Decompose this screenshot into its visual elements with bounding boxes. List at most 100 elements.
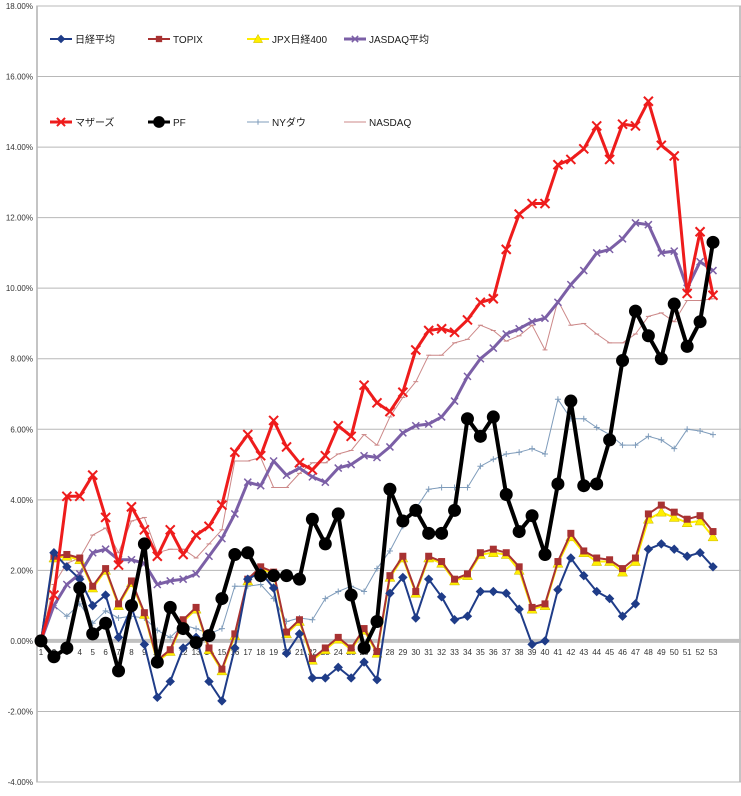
x-tick-label: 52 bbox=[696, 648, 705, 657]
data-point bbox=[230, 509, 239, 518]
data-point bbox=[616, 353, 630, 367]
data-point bbox=[112, 664, 126, 678]
data-point bbox=[526, 198, 538, 209]
data-point bbox=[513, 208, 525, 220]
data-point bbox=[229, 446, 241, 458]
data-point bbox=[410, 344, 421, 356]
data-point bbox=[73, 581, 87, 595]
legend-item: マザーズ bbox=[50, 116, 115, 129]
data-point bbox=[411, 421, 420, 430]
data-point bbox=[115, 600, 123, 608]
data-point bbox=[604, 154, 615, 165]
data-point bbox=[153, 580, 162, 589]
data-point bbox=[308, 655, 316, 663]
series-7 bbox=[38, 396, 716, 644]
series-6 bbox=[34, 235, 720, 678]
data-point bbox=[189, 636, 203, 650]
data-point bbox=[490, 456, 497, 463]
data-point bbox=[335, 588, 342, 595]
y-tick-label: 4.00% bbox=[10, 496, 33, 505]
data-point bbox=[670, 247, 679, 256]
data-point bbox=[591, 120, 602, 132]
data-point bbox=[268, 583, 279, 593]
data-point bbox=[242, 429, 253, 440]
data-point bbox=[334, 464, 343, 473]
data-point bbox=[252, 33, 264, 43]
x-tick-label: 16 bbox=[230, 648, 239, 657]
data-point bbox=[115, 614, 122, 621]
data-point bbox=[192, 569, 201, 578]
data-point bbox=[385, 442, 394, 451]
data-point bbox=[668, 511, 680, 522]
x-tick-label: 39 bbox=[528, 648, 537, 657]
series-layer bbox=[34, 96, 720, 706]
x-tick-label: 38 bbox=[515, 648, 524, 657]
data-point bbox=[603, 433, 617, 447]
data-point bbox=[515, 563, 523, 571]
x-tick-label: 13 bbox=[192, 648, 201, 657]
data-point bbox=[450, 397, 459, 406]
data-point bbox=[706, 235, 720, 249]
data-point bbox=[645, 433, 652, 440]
data-point bbox=[282, 471, 291, 480]
x-tick-label: 7 bbox=[116, 648, 121, 657]
data-point bbox=[630, 120, 641, 132]
data-point bbox=[153, 116, 165, 128]
x-tick-label: 6 bbox=[103, 648, 108, 657]
data-point bbox=[475, 586, 486, 597]
data-point bbox=[204, 552, 214, 561]
data-point bbox=[643, 96, 654, 107]
data-point bbox=[486, 410, 500, 424]
data-point bbox=[294, 457, 305, 468]
data-point bbox=[86, 627, 100, 641]
data-point bbox=[257, 581, 264, 588]
data-point bbox=[386, 572, 394, 580]
data-point bbox=[360, 625, 368, 633]
data-point bbox=[617, 611, 628, 621]
data-point bbox=[412, 588, 420, 596]
x-tick-label: 9 bbox=[142, 648, 147, 657]
data-point bbox=[540, 314, 550, 323]
data-point bbox=[322, 595, 329, 602]
data-point bbox=[321, 478, 330, 487]
data-point bbox=[593, 554, 601, 562]
legend-label: JPX日経400 bbox=[272, 33, 327, 46]
legend-item: JASDAQ平均 bbox=[344, 34, 429, 46]
data-point bbox=[56, 34, 66, 44]
data-point bbox=[203, 521, 215, 532]
y-tick-label: -4.00% bbox=[8, 778, 33, 787]
data-point bbox=[321, 644, 329, 652]
data-point bbox=[654, 352, 668, 366]
data-point bbox=[256, 481, 265, 490]
y-tick-label: 2.00% bbox=[10, 566, 33, 575]
legend-item: NYダウ bbox=[247, 116, 306, 129]
data-point bbox=[460, 412, 474, 426]
data-point bbox=[216, 499, 228, 511]
data-point bbox=[617, 118, 628, 130]
data-point bbox=[656, 140, 667, 151]
data-point bbox=[448, 503, 462, 517]
data-point bbox=[488, 586, 499, 597]
data-point bbox=[606, 556, 614, 564]
data-point bbox=[656, 539, 667, 549]
data-point bbox=[655, 506, 667, 517]
data-point bbox=[307, 464, 318, 476]
data-point bbox=[618, 234, 627, 243]
data-point bbox=[372, 675, 382, 685]
data-point bbox=[488, 293, 499, 304]
data-point bbox=[179, 575, 188, 584]
data-point bbox=[61, 491, 73, 502]
legend-item: 日経平均 bbox=[50, 33, 115, 46]
data-point bbox=[215, 592, 229, 606]
data-point bbox=[101, 545, 110, 554]
gridlines bbox=[36, 5, 741, 783]
data-point bbox=[243, 478, 252, 487]
x-tick-label: 42 bbox=[566, 648, 575, 657]
x-tick-label: 37 bbox=[502, 648, 511, 657]
data-point bbox=[89, 582, 97, 590]
data-point bbox=[475, 297, 486, 308]
data-point bbox=[254, 569, 268, 583]
y-tick-label: -2.00% bbox=[8, 707, 33, 716]
data-point bbox=[165, 524, 176, 536]
